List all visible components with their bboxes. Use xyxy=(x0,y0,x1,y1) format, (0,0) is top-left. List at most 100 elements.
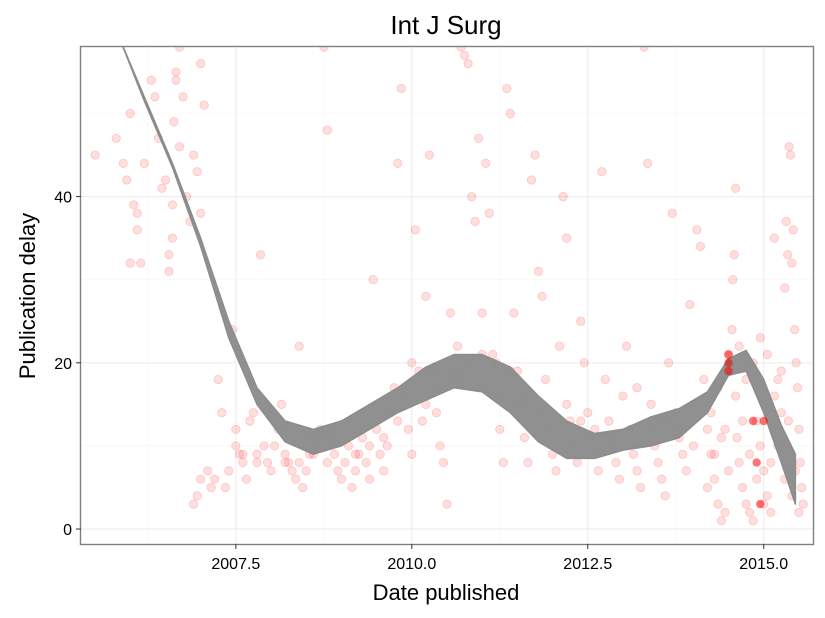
data-point xyxy=(628,449,639,459)
data-point xyxy=(639,47,649,52)
highlight-point xyxy=(756,499,765,509)
data-point xyxy=(540,374,551,385)
data-point xyxy=(196,474,206,484)
data-point xyxy=(252,457,262,468)
data-point xyxy=(562,233,572,243)
data-points xyxy=(90,47,808,526)
data-point xyxy=(393,416,403,426)
data-point xyxy=(621,341,632,351)
data-point xyxy=(692,225,702,235)
data-point xyxy=(189,499,199,509)
data-point xyxy=(382,441,392,451)
data-point xyxy=(713,499,723,509)
data-point xyxy=(118,158,128,168)
data-point xyxy=(231,424,241,434)
data-point xyxy=(755,441,765,451)
data-point xyxy=(790,324,800,335)
x-axis-title: Date published xyxy=(373,580,520,605)
data-point xyxy=(368,275,378,285)
smooth-band xyxy=(122,47,797,505)
data-point xyxy=(576,416,586,426)
data-point xyxy=(646,399,656,409)
data-point xyxy=(498,457,508,468)
data-point xyxy=(291,474,301,484)
y-axis-title: Publication delay xyxy=(15,213,40,379)
data-point xyxy=(160,175,171,185)
data-point xyxy=(287,466,297,476)
data-point xyxy=(728,275,738,285)
data-point xyxy=(702,424,713,434)
data-point xyxy=(252,449,262,459)
data-point xyxy=(632,466,642,476)
data-point xyxy=(600,374,610,385)
data-point xyxy=(734,457,744,468)
data-point xyxy=(294,341,304,351)
data-point xyxy=(393,158,403,168)
data-point xyxy=(734,341,744,351)
data-point xyxy=(783,250,793,260)
data-point xyxy=(319,47,329,52)
data-point xyxy=(174,47,185,52)
data-point xyxy=(284,457,294,468)
data-point xyxy=(196,208,206,218)
data-point xyxy=(174,142,185,152)
data-point xyxy=(456,47,466,52)
data-point xyxy=(762,491,772,501)
data-point xyxy=(361,457,371,468)
data-point xyxy=(322,125,332,135)
data-point xyxy=(755,333,765,343)
data-point xyxy=(558,191,568,202)
data-point xyxy=(709,474,720,484)
data-point xyxy=(294,457,304,468)
data-point xyxy=(685,300,695,310)
data-point xyxy=(459,50,470,60)
data-point xyxy=(224,466,234,476)
data-point xyxy=(276,399,287,409)
data-point xyxy=(477,308,487,318)
data-point xyxy=(593,466,603,476)
data-point xyxy=(132,208,142,218)
data-point xyxy=(597,167,607,177)
data-point xyxy=(730,183,741,193)
data-point xyxy=(681,466,691,476)
highlight-point xyxy=(724,358,733,368)
data-point xyxy=(495,424,505,434)
data-point xyxy=(519,433,530,443)
data-point xyxy=(738,482,748,493)
data-point xyxy=(259,441,269,451)
data-point xyxy=(794,507,804,518)
data-point xyxy=(551,466,561,476)
data-point xyxy=(146,75,156,85)
data-point xyxy=(248,408,259,418)
data-point xyxy=(702,482,713,493)
data-point xyxy=(129,200,139,210)
data-point xyxy=(509,308,519,318)
plot-panel-border xyxy=(79,45,815,546)
data-point xyxy=(576,316,586,326)
data-point xyxy=(657,474,667,484)
data-point xyxy=(210,474,220,484)
data-point xyxy=(632,383,642,393)
data-point xyxy=(730,391,741,401)
data-point xyxy=(255,250,266,260)
data-point xyxy=(189,150,199,160)
y-axis-ticks: 0 20 40 xyxy=(54,190,81,539)
data-point xyxy=(773,374,783,385)
data-point xyxy=(196,59,206,69)
data-point xyxy=(90,150,100,160)
data-point xyxy=(752,474,762,484)
data-point xyxy=(269,441,280,451)
data-point xyxy=(502,83,512,94)
data-point xyxy=(766,457,776,468)
data-point xyxy=(298,482,308,493)
data-point xyxy=(280,449,290,459)
data-point xyxy=(766,507,776,518)
data-point xyxy=(164,250,174,260)
highlight-point xyxy=(759,416,768,426)
data-point xyxy=(245,416,255,426)
data-point xyxy=(769,233,779,243)
grid-lines xyxy=(81,47,813,544)
data-point xyxy=(171,75,181,85)
data-point xyxy=(178,92,188,102)
